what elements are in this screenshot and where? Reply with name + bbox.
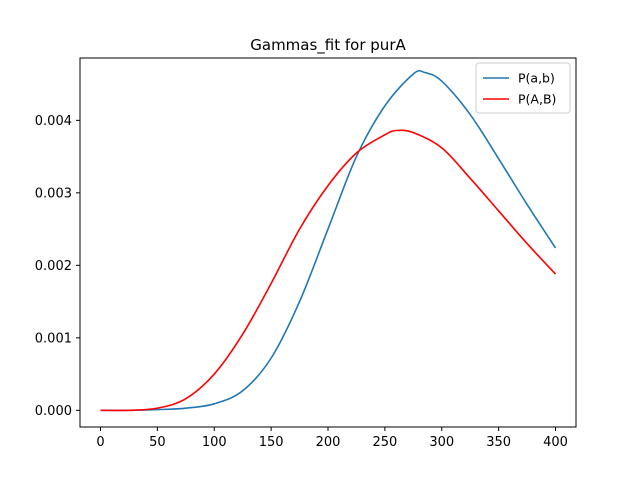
x-tick-label: 300 [429,435,454,450]
legend-label: P(A,B) [518,92,556,107]
x-tick-label: 0 [96,435,104,450]
series-line-2 [100,129,557,412]
y-axis: 0.000 0.001 0.002 0.003 0.004 [35,114,80,419]
y-tick-label: 0.003 [35,186,72,201]
x-tick-label: 150 [259,435,284,450]
y-tick-label: 0.004 [35,114,72,129]
legend-label: P(a,b) [518,71,555,86]
x-tick-label: 350 [486,435,511,450]
y-tick-label: 0.001 [35,331,72,346]
series-line-1 [100,69,557,412]
x-axis: 0 50 100 150 200 250 300 350 400 [96,427,568,450]
x-tick-label: 250 [372,435,397,450]
chart-title: Gammas_fit for purA [250,36,406,55]
y-tick-label: 0.000 [35,404,72,419]
legend: P(a,b) P(A,B) [475,62,571,114]
series-layer [100,69,557,412]
y-tick-label: 0.002 [35,259,72,274]
x-tick-label: 100 [202,435,227,450]
x-tick-label: 400 [543,435,568,450]
legend-box [475,62,571,114]
x-tick-label: 50 [149,435,166,450]
x-tick-label: 200 [316,435,341,450]
